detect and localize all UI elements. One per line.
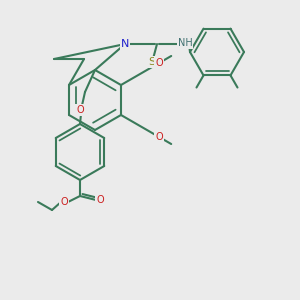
Text: O: O bbox=[76, 105, 84, 115]
Text: O: O bbox=[155, 132, 163, 142]
Text: NH: NH bbox=[178, 38, 192, 48]
Text: N: N bbox=[121, 39, 129, 49]
Text: O: O bbox=[155, 58, 163, 68]
Text: O: O bbox=[60, 197, 68, 207]
Text: O: O bbox=[96, 195, 104, 205]
Text: S: S bbox=[148, 57, 156, 67]
